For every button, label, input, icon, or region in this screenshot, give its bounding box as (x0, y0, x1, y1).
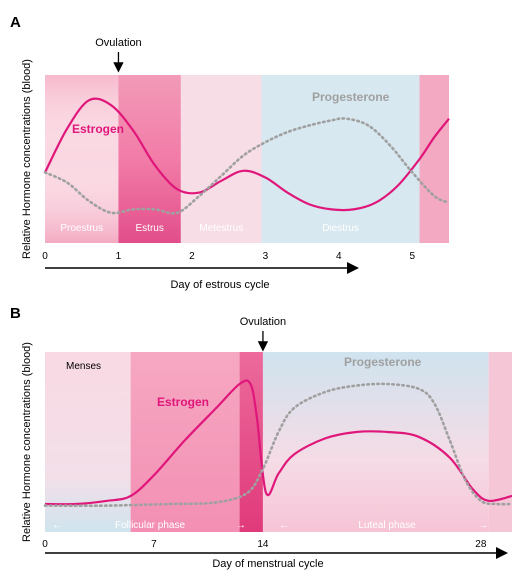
phase-label-a: Estrus (136, 223, 164, 234)
luteal-left-arrow: ← (279, 520, 289, 531)
x-tick-a: 1 (116, 251, 122, 262)
phase-band-overlay-a (181, 75, 262, 243)
x-tick-a: 3 (263, 251, 269, 262)
follicular-right-arrow: → (236, 520, 246, 531)
phase-band-b (263, 352, 489, 532)
estrogen-label-a: Estrogen (72, 122, 124, 136)
luteal-phase-label: Luteal phase (358, 520, 416, 531)
x-tick-a: 0 (42, 251, 48, 262)
phase-label-a: Metestrus (199, 223, 243, 234)
follicular-phase-label: Follicular phase (115, 520, 185, 531)
phase-label-a: Proestrus (60, 223, 103, 234)
x-axis-title-a: Day of estrous cycle (170, 279, 269, 291)
panel-letter-b: B (10, 305, 21, 322)
ovulation-label-b: Ovulation (240, 316, 286, 328)
follicular-left-arrow: ← (52, 520, 62, 531)
ovulation-label-a: Ovulation (95, 37, 141, 49)
phase-label-a: Diestrus (322, 223, 359, 234)
x-tick-a: 5 (409, 251, 415, 262)
x-tick-b: 0 (42, 539, 48, 550)
progesterone-label-a: Progesterone (312, 90, 390, 104)
x-axis-title-b: Day of menstrual cycle (212, 558, 323, 570)
x-tick-b: 14 (257, 539, 269, 550)
estrogen-label-b: Estrogen (157, 395, 209, 409)
phase-band-overlay-a (420, 75, 449, 243)
phase-band-overlay-a (45, 75, 118, 243)
menses-label-b: Menses (66, 361, 101, 372)
x-tick-a: 2 (189, 251, 195, 262)
luteal-right-arrow: → (478, 520, 488, 531)
panel-a-chart: Proestrus Estrus Metestrus Diestrus Estrogen… (21, 37, 449, 291)
progesterone-label-b: Progesterone (344, 355, 422, 369)
x-tick-b: 28 (475, 539, 487, 550)
x-tick-b: 7 (151, 539, 157, 550)
panel-letter-a: A (10, 14, 21, 31)
panel-b-chart: Menses ← Follicular phase → ← Luteal phase → Es… (21, 316, 512, 570)
y-axis-title-a: Relative Hormone concentrations (blood) (21, 59, 33, 259)
y-axis-title-b: Relative Hormone concentrations (blood) (21, 342, 33, 542)
x-tick-a: 4 (336, 251, 342, 262)
